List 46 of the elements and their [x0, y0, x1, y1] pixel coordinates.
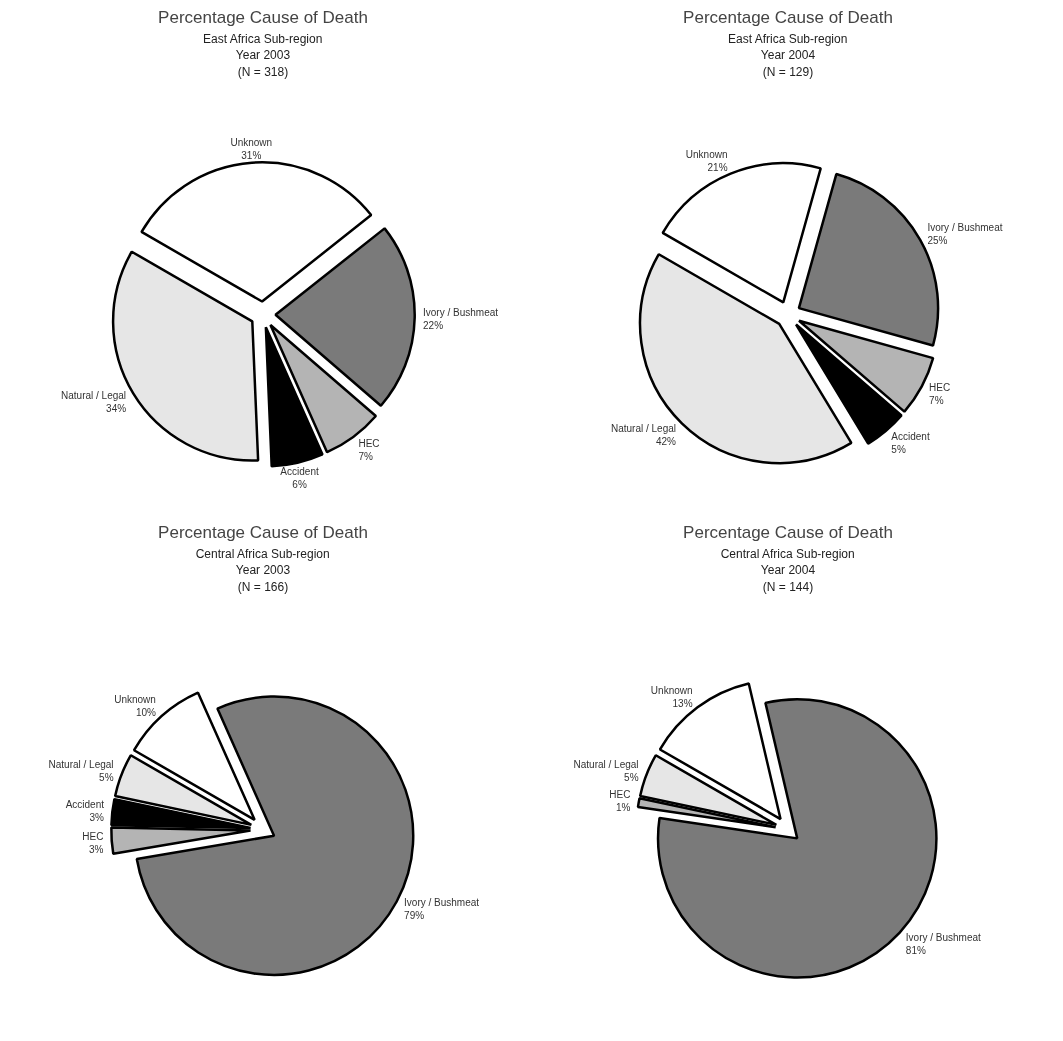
slice-label: HEC: [358, 437, 380, 449]
chart-subtitle: East Africa Sub-region Year 2003 (N = 318): [202, 31, 323, 80]
data-label: 25%: [927, 234, 948, 246]
data-label: 3%: [88, 843, 104, 855]
slice-label: HEC: [609, 788, 631, 800]
slice-label: Natural / Legal: [61, 390, 127, 402]
data-label: 6%: [292, 479, 307, 491]
chart-title: Percentage Cause of Death: [683, 7, 893, 27]
chart-subtitle: Central Africa Sub-region Year 2004 (N = 144): [720, 546, 855, 595]
chart-subtitle: East Africa Sub-region Year 2004 (N = 129): [727, 31, 848, 80]
slice-label: HEC: [82, 830, 104, 842]
slice-label: Accident: [65, 799, 105, 811]
data-label: 42%: [655, 435, 677, 447]
data-label: 5%: [99, 771, 114, 783]
slice-label: Natural / Legal: [48, 758, 114, 770]
slice-label: Unknown: [685, 149, 728, 160]
data-label: 7%: [358, 450, 373, 462]
data-label: 10%: [135, 707, 156, 719]
data-label: 1%: [616, 801, 631, 813]
slice-label: Ivory / Bushmeat: [905, 931, 982, 943]
data-label: 5%: [891, 444, 906, 456]
data-label: 3%: [89, 812, 105, 824]
data-label: 34%: [106, 403, 127, 415]
slice-label: Ivory / Bushmeat: [404, 897, 480, 909]
slice-label: Unknown: [230, 137, 273, 149]
slice-label: HEC: [929, 382, 951, 394]
slice-label: Natural / Legal: [573, 758, 639, 770]
slice-label: Ivory / Bushmeat: [927, 221, 1003, 233]
data-label: 13%: [672, 697, 693, 709]
chart-title: Percentage Cause of Death: [158, 7, 368, 27]
chart-subtitle: Central Africa Sub-region Year 2003 (N = 166): [195, 546, 330, 595]
data-label: 21%: [707, 162, 728, 173]
slice-label: Unknown: [114, 694, 156, 706]
slice-label: Accident: [891, 431, 930, 443]
slice-label: Accident: [280, 466, 319, 478]
slice-label: Ivory / Bushmeat: [423, 307, 499, 319]
data-label: 81%: [905, 944, 926, 956]
data-label: 79%: [404, 910, 425, 922]
chart-title: Percentage Cause of Death: [683, 522, 893, 542]
slice-label: Unknown: [650, 684, 693, 696]
data-label: 31%: [241, 150, 262, 162]
data-label: 5%: [624, 771, 639, 783]
data-label: 7%: [929, 395, 944, 407]
chart-title: Percentage Cause of Death: [158, 522, 368, 542]
data-label: 22%: [423, 320, 444, 332]
slice-label: Natural / Legal: [610, 422, 677, 434]
